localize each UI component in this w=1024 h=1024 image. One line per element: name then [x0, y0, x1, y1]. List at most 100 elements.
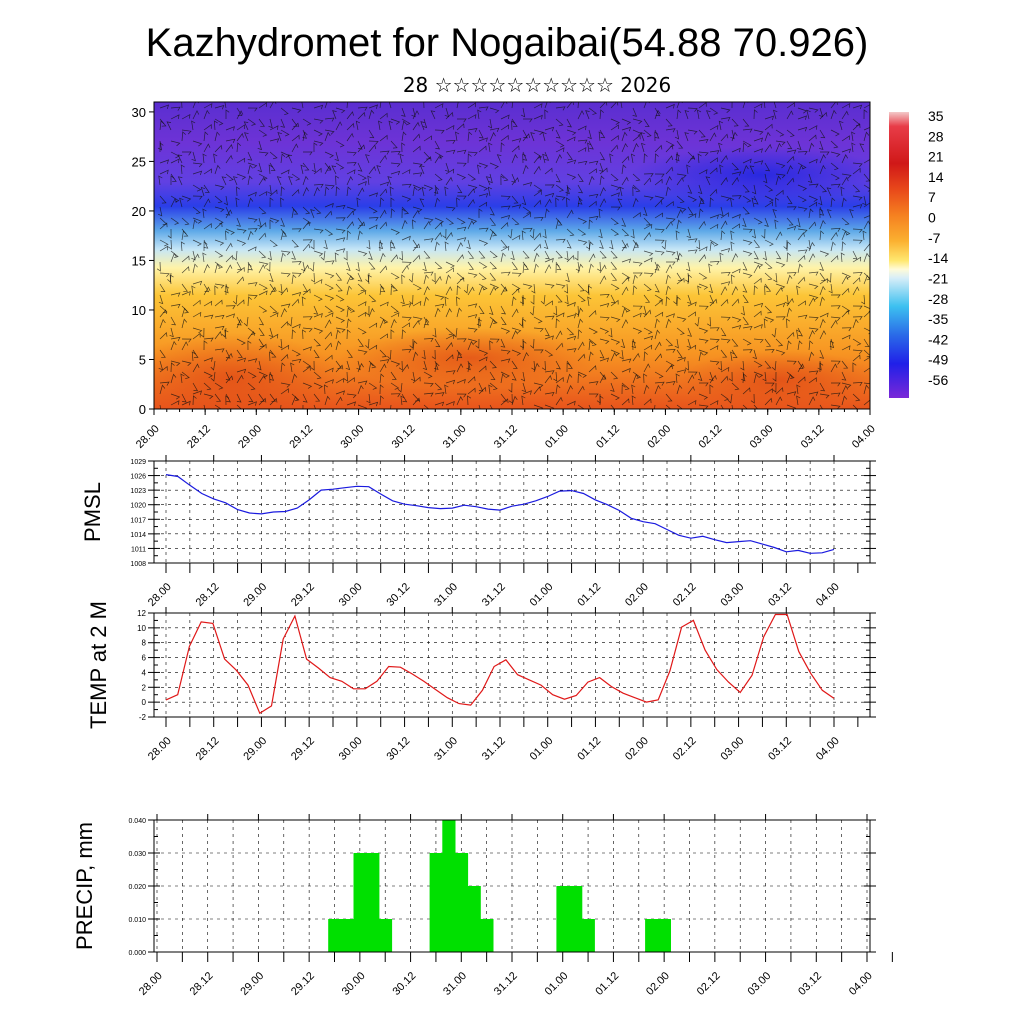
wind-barb: [775, 349, 786, 356]
wind-barb: [529, 228, 535, 239]
wind-barb: [533, 263, 539, 274]
wind-barb: [456, 338, 467, 343]
temp-y-tick-label: 4: [142, 668, 147, 677]
wind-barb: [357, 106, 368, 111]
wind-barb: [764, 316, 775, 323]
wind-barb: [773, 272, 778, 283]
wind-barb: [203, 300, 213, 307]
wind-barb: [156, 261, 161, 272]
wind-barb: [555, 140, 565, 148]
wind-barb: [291, 323, 301, 329]
wind-barb: [423, 217, 434, 223]
pmsl-y-tick-label: 1014: [130, 532, 146, 539]
wind-barb: [203, 371, 213, 379]
wind-barb: [467, 151, 478, 157]
wind-barb: [489, 382, 498, 391]
wind-barb: [324, 228, 334, 236]
wind-barb: [269, 162, 276, 171]
wind-barb: [566, 348, 577, 353]
wind-barb: [181, 393, 187, 403]
wind-barb: [423, 382, 434, 387]
wind-barb: [687, 129, 698, 135]
wind-barb: [632, 212, 641, 219]
wind-barb: [214, 217, 224, 225]
wind-barb: [698, 283, 709, 290]
wind-barb: [665, 250, 676, 256]
wind-barb: [687, 206, 694, 215]
wind-barb: [366, 393, 371, 404]
wind-barb: [214, 239, 225, 246]
wind-barb: [368, 224, 378, 230]
wind-barb: [796, 217, 801, 228]
wind-barb: [456, 149, 467, 154]
wind-barb: [324, 312, 334, 318]
wind-barb: [247, 162, 258, 169]
heatmap-y-tick-label: 25: [132, 154, 146, 169]
wind-barb: [507, 228, 513, 239]
pmsl-x-tick-label: 03.00: [718, 581, 746, 609]
wind-barb: [277, 131, 283, 142]
wind-barb: [225, 395, 230, 406]
wind-barb: [247, 296, 252, 307]
wind-barb: [445, 307, 452, 318]
wind-barb: [291, 188, 300, 197]
wind-barb: [819, 285, 826, 296]
wind-barb: [247, 401, 257, 406]
wind-barb: [445, 168, 455, 175]
wind-barb: [863, 126, 870, 131]
wind-barb: [203, 109, 210, 120]
temp-y-tick-label: 2: [142, 683, 147, 692]
wind-barb: [379, 384, 384, 395]
wind-barb: [698, 208, 704, 219]
wind-barb: [456, 393, 467, 398]
wind-barb: [167, 239, 172, 250]
wind-barb: [489, 283, 500, 290]
wind-barb: [192, 280, 203, 286]
wind-barb: [533, 165, 541, 175]
wind-barb: [808, 134, 817, 142]
wind-barb: [852, 162, 863, 168]
wind-barb: [709, 298, 718, 307]
wind-barb: [819, 208, 824, 219]
wind-barb: [705, 176, 711, 186]
wind-barb: [278, 283, 283, 294]
wind-barb: [368, 250, 373, 260]
wind-barb: [643, 217, 651, 226]
wind-barb: [720, 117, 731, 122]
wind-barb: [445, 140, 456, 144]
wind-barb: [676, 153, 680, 164]
wind-barb: [167, 272, 172, 283]
wind-barb: [214, 261, 224, 269]
wind-barb: [632, 312, 642, 318]
wind-barb: [434, 392, 445, 397]
wind-barb: [269, 125, 279, 131]
wind-barb: [740, 305, 745, 316]
wind-barb: [665, 166, 674, 175]
wind-barb: [665, 381, 676, 386]
wind-barb: [588, 285, 592, 296]
wind-barb: [311, 272, 315, 283]
wind-barb: [852, 277, 861, 285]
wind-barb: [236, 110, 244, 120]
wind-barb: [762, 371, 767, 382]
wind-barb: [159, 309, 168, 318]
wind-barb: [456, 197, 461, 208]
wind-barb: [598, 208, 603, 219]
wind-barb: [577, 371, 587, 378]
wind-barb: [467, 314, 478, 319]
wind-barb: [764, 162, 771, 172]
wind-barb: [192, 170, 203, 176]
wind-barb: [574, 250, 579, 261]
wind-barb: [412, 300, 422, 307]
wind-barb: [753, 324, 763, 329]
wind-barb: [719, 164, 724, 175]
wind-barb: [786, 177, 795, 186]
wind-barb: [225, 242, 233, 252]
wind-barb: [478, 208, 483, 218]
wind-barb: [720, 154, 728, 164]
wind-barb: [771, 327, 777, 338]
wind-barb: [665, 296, 670, 307]
wind-barb: [533, 151, 543, 159]
